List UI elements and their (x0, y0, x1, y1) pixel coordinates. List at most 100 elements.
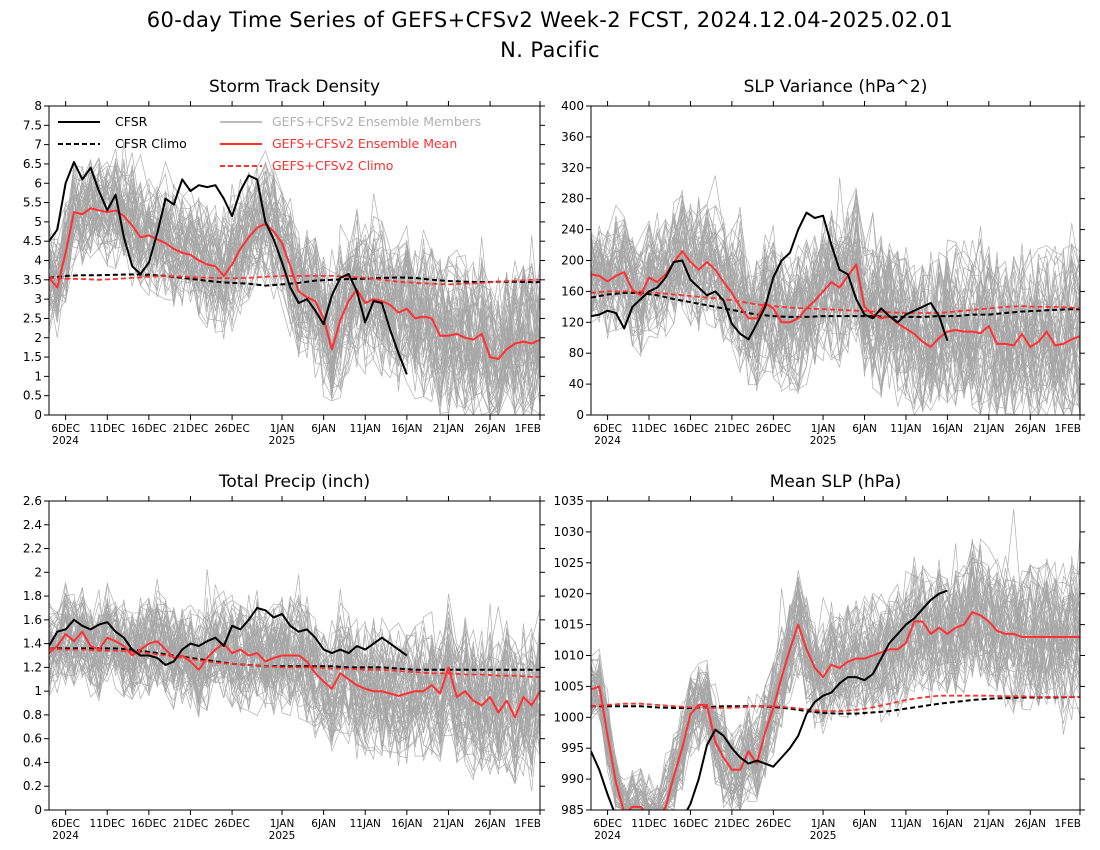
ensemble-member-line (49, 160, 540, 389)
series-line-gefs-cfsv2-ensemble-mean (49, 207, 540, 360)
ensemble-member-line (591, 600, 1080, 810)
x-year-label: 2024 (594, 435, 621, 447)
ensemble-member-line (591, 571, 1080, 810)
ensemble-member-line (591, 232, 1080, 411)
x-tick-label: 21DEC (173, 818, 208, 830)
x-tick-label: 26JAN (474, 423, 505, 435)
ensemble-member-line (591, 584, 1080, 810)
x-tick-label: 21JAN (433, 423, 464, 435)
y-tick-label: 7 (34, 138, 42, 152)
legend-label-members: GEFS+CFSv2 Ensemble Members (272, 114, 481, 129)
ensemble-member-line (49, 140, 540, 385)
y-tick-label: 1 (34, 369, 42, 383)
x-tick-label: 11JAN (890, 423, 921, 435)
ensemble-member-line (591, 587, 1080, 810)
plot-area (591, 508, 1080, 810)
y-tick-label: 0 (576, 408, 584, 422)
ensemble-member-line (49, 602, 540, 743)
series-line-cfsr (49, 607, 408, 666)
x-tick-label: 21DEC (714, 818, 749, 830)
y-tick-label: 6.5 (23, 157, 42, 171)
panel-title: Total Precip (inch) (218, 472, 370, 492)
x-tick-label: 1FEB (514, 818, 541, 830)
y-tick-label: 2.5 (23, 311, 42, 325)
y-tick-label: 1.6 (23, 613, 42, 627)
ensemble-member-line (591, 594, 1080, 810)
x-tick-label: 26DEC (214, 818, 249, 830)
series-line-gefs-cfsv2-climo (591, 290, 1080, 314)
ensemble-members (591, 508, 1080, 810)
ensemble-member-line (591, 194, 1080, 372)
y-tick-label: 3.5 (23, 273, 42, 287)
x-tick-label: 26JAN (1015, 818, 1046, 830)
ensemble-member-line (49, 173, 540, 395)
plot-area (49, 569, 540, 792)
y-tick-label: 985 (561, 803, 584, 817)
y-tick-label: 990 (561, 772, 584, 786)
x-tick-label: 1JAN (811, 818, 836, 830)
y-tick-label: 400 (561, 99, 584, 113)
ensemble-member-line (49, 199, 540, 415)
y-tick-label: 1030 (553, 525, 584, 539)
x-tick-label: 11JAN (350, 423, 381, 435)
ensemble-member-line (591, 195, 1080, 372)
x-tick-label: 6JAN (311, 423, 336, 435)
x-tick-label: 1FEB (1054, 423, 1081, 435)
x-year-label: 2024 (594, 830, 621, 842)
ensemble-member-line (49, 593, 540, 729)
y-tick-label: 360 (561, 130, 584, 144)
y-tick-label: 0.6 (23, 732, 42, 746)
y-tick-label: 6 (34, 176, 42, 190)
legend-label-climo: GEFS+CFSv2 Climo (272, 158, 393, 173)
x-tick-label: 6JAN (852, 818, 877, 830)
x-tick-label: 21JAN (973, 818, 1004, 830)
x-tick-label: 6JAN (852, 423, 877, 435)
x-tick-label: 11DEC (631, 423, 666, 435)
x-tick-label: 1FEB (1054, 818, 1081, 830)
ensemble-member-line (49, 168, 540, 371)
x-tick-label: 16JAN (391, 423, 422, 435)
y-tick-label: 1.4 (23, 637, 42, 651)
ensemble-member-line (49, 190, 540, 409)
panel-title: Storm Track Density (209, 77, 380, 97)
x-tick-label: 16JAN (391, 818, 422, 830)
x-tick-label: 26DEC (756, 423, 791, 435)
y-tick-label: 1010 (553, 649, 584, 663)
y-tick-label: 5 (34, 215, 42, 229)
series-line-cfsr-climo (591, 695, 1080, 715)
x-tick-label: 21JAN (433, 818, 464, 830)
y-tick-label: 1.8 (23, 589, 42, 603)
x-tick-label: 11JAN (890, 818, 921, 830)
y-tick-label: 40 (569, 377, 584, 391)
y-tick-label: 200 (561, 254, 584, 268)
y-tick-label: 1.5 (23, 350, 42, 364)
legend-label-cfsr: CFSR (115, 114, 148, 129)
y-tick-label: 1035 (553, 494, 584, 508)
y-tick-label: 995 (561, 741, 584, 755)
x-tick-label: 26JAN (474, 818, 505, 830)
panel-title: Mean SLP (hPa) (770, 472, 902, 492)
y-tick-label: 0.5 (23, 389, 42, 403)
ensemble-member-line (49, 189, 540, 414)
y-tick-label: 240 (561, 223, 584, 237)
y-tick-label: 320 (561, 161, 584, 175)
ensemble-member-line (49, 574, 540, 764)
y-tick-label: 0.2 (23, 779, 42, 793)
x-tick-label: 6DEC (593, 423, 622, 435)
x-tick-label: 1JAN (270, 818, 295, 830)
ensemble-members (49, 569, 540, 792)
x-tick-label: 21DEC (714, 423, 749, 435)
y-tick-label: 2.4 (23, 518, 42, 532)
series-line-cfsr-climo (591, 291, 1080, 318)
x-tick-label: 26DEC (214, 423, 249, 435)
legend: CFSR CFSR Climo GEFS+CFSv2 Ensemble Memb… (58, 114, 481, 173)
ensemble-member-line (49, 161, 540, 375)
ensemble-member-line (49, 631, 540, 785)
y-tick-label: 280 (561, 192, 584, 206)
y-tick-label: 2 (34, 331, 42, 345)
ensemble-member-line (49, 168, 540, 387)
ensemble-member-line (49, 613, 540, 769)
ensemble-member-line (49, 629, 540, 756)
panel-storm-track-density: Storm Track Density 0 0.5 1 1.5 2 2.5 3 3.5 4 4.5 5… (23, 77, 545, 447)
